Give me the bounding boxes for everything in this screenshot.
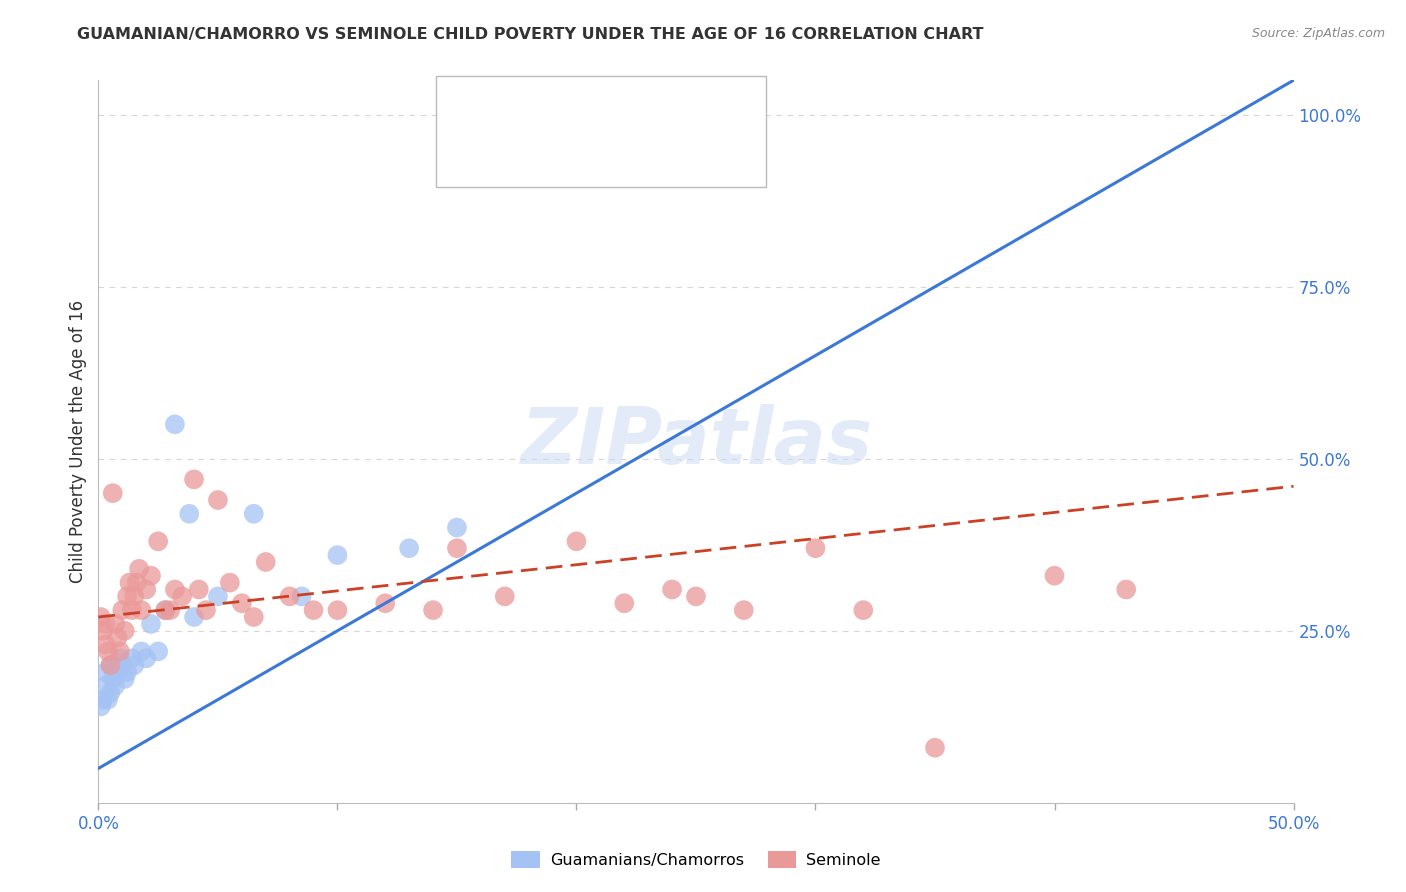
Point [124, 590, 146, 604]
Point [94, 616, 117, 631]
Point [115, 665, 138, 679]
Point [139, 568, 162, 582]
Point [243, 610, 266, 624]
Point [98, 658, 122, 673]
Point [179, 507, 201, 521]
Point [422, 603, 444, 617]
Point [565, 534, 588, 549]
Point [155, 603, 177, 617]
Point [135, 582, 157, 597]
Legend: Guamanians/Chamorros, Seminole: Guamanians/Chamorros, Seminole [505, 845, 887, 874]
Point [135, 651, 157, 665]
Point [163, 417, 186, 432]
Point [107, 631, 129, 645]
Y-axis label: Child Poverty Under the Age of 16: Child Poverty Under the Age of 16 [69, 300, 87, 583]
Point [326, 548, 349, 562]
Point [97, 644, 120, 658]
Point [254, 555, 277, 569]
Point [685, 590, 707, 604]
Text: 51: 51 [644, 145, 669, 162]
Point [187, 582, 209, 597]
Point [613, 596, 636, 610]
Point [326, 603, 349, 617]
Point [131, 603, 153, 617]
Point [97, 692, 120, 706]
Point [207, 590, 229, 604]
Text: N =: N = [607, 103, 644, 121]
Point [852, 603, 875, 617]
Text: GUAMANIAN/CHAMORRO VS SEMINOLE CHILD POVERTY UNDER THE AGE OF 16 CORRELATION CHA: GUAMANIAN/CHAMORRO VS SEMINOLE CHILD POV… [77, 27, 984, 42]
Point [98, 658, 122, 673]
Point [446, 541, 468, 556]
Point [374, 596, 396, 610]
Point [291, 590, 314, 604]
Point [139, 616, 162, 631]
Point [118, 575, 141, 590]
Point [446, 520, 468, 534]
Point [207, 493, 229, 508]
Point [91, 692, 114, 706]
Point [90, 610, 112, 624]
Text: R =: R = [505, 145, 541, 162]
Point [101, 672, 124, 686]
Point [101, 658, 124, 673]
Point [111, 603, 134, 617]
Point [494, 590, 516, 604]
Point [94, 665, 117, 679]
Point [243, 507, 266, 521]
Point [94, 638, 117, 652]
Point [101, 486, 124, 500]
Point [1043, 568, 1066, 582]
Point [302, 603, 325, 617]
Point [219, 575, 242, 590]
Point [195, 603, 218, 617]
Point [104, 616, 127, 631]
Point [159, 603, 181, 617]
Point [155, 603, 177, 617]
Point [98, 686, 122, 700]
Point [111, 658, 134, 673]
Point [163, 582, 186, 597]
Point [131, 644, 153, 658]
Point [125, 575, 148, 590]
Point [115, 590, 138, 604]
Point [124, 658, 146, 673]
Point [278, 590, 301, 604]
Point [1115, 582, 1137, 597]
Point [804, 541, 827, 556]
Point [924, 740, 946, 755]
Point [90, 699, 112, 714]
Point [108, 644, 131, 658]
Point [107, 665, 129, 679]
Text: N =: N = [607, 145, 644, 162]
Point [128, 562, 150, 576]
Point [148, 534, 170, 549]
Point [91, 624, 114, 638]
Text: Source: ZipAtlas.com: Source: ZipAtlas.com [1251, 27, 1385, 40]
Point [231, 596, 253, 610]
Point [172, 590, 194, 604]
Point [114, 672, 136, 686]
Point [121, 651, 143, 665]
Text: 0.184: 0.184 [544, 145, 602, 162]
Text: ZIPatlas: ZIPatlas [520, 403, 872, 480]
Point [121, 603, 143, 617]
Point [183, 472, 205, 486]
Point [661, 582, 683, 597]
Point [94, 679, 117, 693]
Text: 32: 32 [644, 103, 669, 121]
Point [114, 624, 136, 638]
Text: 0.789: 0.789 [544, 103, 602, 121]
Text: R =: R = [505, 103, 541, 121]
Point [398, 541, 420, 556]
Point [183, 610, 205, 624]
Point [148, 644, 170, 658]
Point [733, 603, 755, 617]
Point [108, 651, 131, 665]
Point [104, 679, 127, 693]
